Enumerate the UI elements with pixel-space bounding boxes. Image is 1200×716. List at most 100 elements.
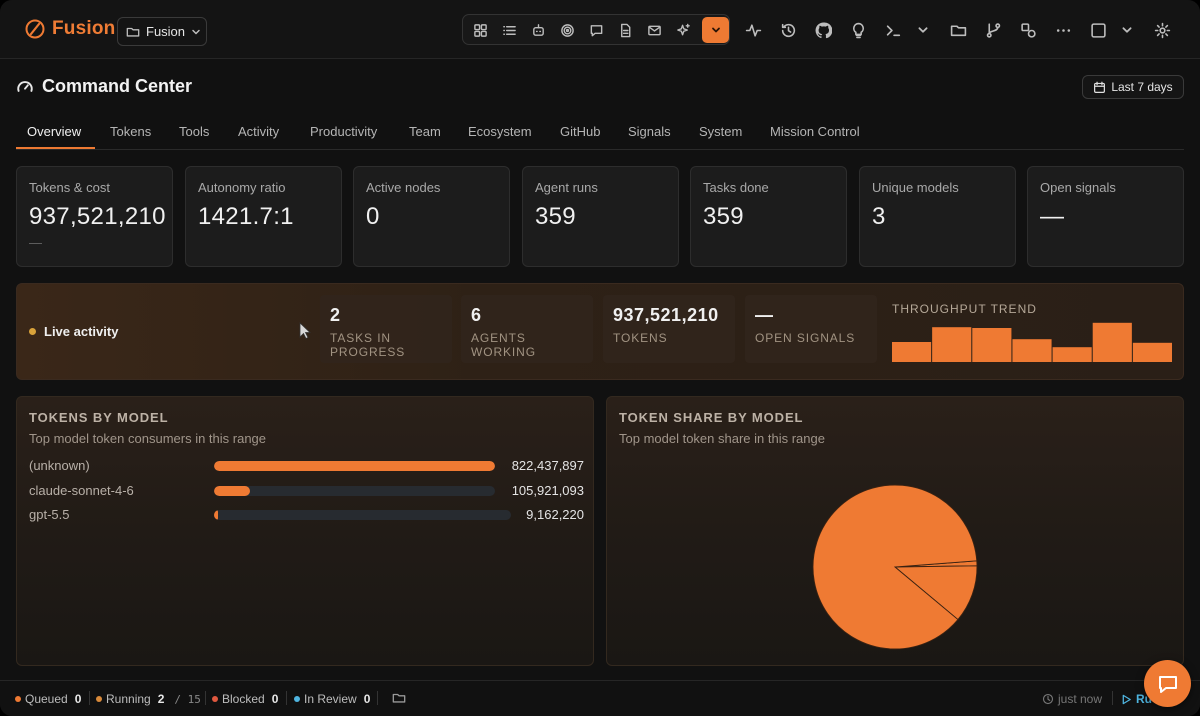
stat-value: 0 — [366, 203, 380, 230]
status-running[interactable]: Running 2 / 15 — [96, 692, 201, 706]
status-count: 0 — [74, 692, 82, 706]
live-stat-tokens: 937,521,210 Tokens — [603, 295, 735, 363]
model-bar-fill — [214, 461, 495, 471]
date-range-label: Last 7 days — [1111, 80, 1173, 94]
tab-team[interactable]: Team — [409, 124, 441, 139]
history-icon[interactable] — [778, 20, 798, 40]
tab-tokens[interactable]: Tokens — [110, 124, 152, 139]
status-in-review[interactable]: In Review 0 — [294, 692, 370, 706]
trend-bar — [932, 327, 972, 362]
status-label: Queued — [25, 692, 68, 706]
live-stat-value: 937,521,210 — [613, 305, 719, 325]
status-divider — [89, 691, 90, 705]
github-icon[interactable] — [813, 20, 833, 40]
token-share-pie-chart — [812, 484, 978, 650]
live-stat-tasks-in-progress: 2 Tasks in progress — [320, 295, 452, 363]
more-views-button[interactable] — [702, 17, 729, 43]
terminal-icon[interactable] — [883, 20, 903, 40]
live-stat-label: Tasks in progress — [330, 331, 406, 359]
tab-productivity[interactable]: Productivity — [310, 124, 378, 139]
model-token-count: 822,437,897 — [511, 458, 584, 473]
live-stat-label: Open signals — [755, 331, 856, 345]
live-activity-label: Live activity — [29, 324, 118, 339]
pie-slice — [812, 484, 978, 650]
activity-icon[interactable] — [743, 20, 763, 40]
status-count: 0 — [363, 692, 371, 706]
stat-subtext: — — [29, 235, 42, 250]
tab-signals[interactable]: Signals — [628, 124, 671, 139]
trend-bar — [892, 342, 932, 362]
bot-icon[interactable] — [528, 20, 548, 40]
target-icon[interactable] — [557, 20, 577, 40]
status-queued[interactable]: Queued 0 — [15, 692, 81, 706]
git-branch-icon[interactable] — [983, 20, 1003, 40]
more-icon[interactable] — [1053, 20, 1073, 40]
live-stat-value: 2 — [330, 305, 341, 325]
tab-github[interactable]: GitHub — [560, 124, 601, 139]
status-blocked[interactable]: Blocked 0 — [212, 692, 278, 706]
model-row: (unknown) 822,437,897 — [29, 458, 584, 474]
document-icon[interactable] — [615, 20, 635, 40]
live-stat-open-signals: — Open signals — [745, 295, 877, 363]
live-stat-label: Agents working — [471, 331, 536, 359]
status-bar: Queued 0 Running 2 / 15 Blocked 0 In Rev… — [0, 680, 1200, 716]
stat-label: Unique models — [872, 180, 959, 195]
lightbulb-icon[interactable] — [848, 20, 868, 40]
model-token-count: 105,921,093 — [511, 483, 584, 498]
list-icon[interactable] — [499, 20, 519, 40]
stat-value: 359 — [535, 203, 576, 230]
settings-icon[interactable] — [1152, 20, 1172, 40]
model-name: (unknown) — [29, 458, 90, 473]
throughput-trend-title: Throughput trend — [892, 302, 1037, 316]
dashboard-icon[interactable] — [470, 20, 490, 40]
square-icon[interactable] — [1088, 20, 1108, 40]
stat-label: Active nodes — [366, 180, 441, 195]
tab-activity[interactable]: Activity — [238, 124, 280, 139]
project-selector[interactable]: Fusion — [117, 17, 207, 46]
tab-system[interactable]: System — [699, 124, 743, 139]
chat-icon[interactable] — [586, 20, 606, 40]
fusion-logo-icon — [25, 19, 45, 39]
review-dot — [294, 696, 300, 702]
stat-card-agent-runs: Agent runs 359 — [522, 166, 679, 267]
chat-button[interactable] — [1144, 660, 1191, 707]
brand[interactable]: Fusion — [24, 18, 115, 40]
mail-icon[interactable] — [644, 20, 664, 40]
panel-title: TOKENS BY MODEL — [29, 410, 169, 425]
model-row: claude-sonnet-4-6 105,921,093 — [29, 483, 584, 499]
token-share-panel: TOKEN SHARE BY MODEL Top model token sha… — [606, 396, 1184, 666]
tab-bar: Overview Tokens Tools Activity Productiv… — [16, 114, 1184, 150]
last-updated-text: just now — [1058, 692, 1103, 706]
tab-mission-control[interactable]: Mission Control — [770, 124, 860, 139]
date-range-button[interactable]: Last 7 days — [1082, 75, 1184, 99]
panel-subtitle: Top model token share in this range — [619, 431, 825, 446]
stat-card-unique-models: Unique models 3 — [859, 166, 1016, 267]
model-bar-track — [214, 486, 495, 496]
trend-bar — [1052, 347, 1092, 362]
model-bar-track — [214, 461, 495, 471]
live-stat-value: 6 — [471, 305, 482, 325]
sparkle-icon[interactable] — [673, 20, 693, 40]
chevron-down-icon[interactable] — [1117, 20, 1137, 40]
folder-icon[interactable] — [948, 20, 968, 40]
live-activity-text: Live activity — [44, 324, 119, 339]
chevron-down-icon[interactable] — [913, 20, 933, 40]
status-divider — [205, 691, 206, 705]
stat-value: 937,521,210 — [29, 203, 166, 230]
page-header: Command Center — [16, 76, 192, 97]
stat-value: 3 — [872, 203, 886, 230]
blocked-dot — [212, 696, 218, 702]
shapes-icon[interactable] — [1018, 20, 1038, 40]
folder-icon[interactable] — [392, 691, 406, 705]
tab-tools[interactable]: Tools — [179, 124, 210, 139]
gauge-icon — [17, 80, 33, 92]
chat-icon — [1158, 675, 1177, 693]
live-indicator-dot — [29, 328, 36, 335]
stat-label: Tasks done — [703, 180, 769, 195]
throughput-trend-chart — [892, 322, 1172, 362]
trend-bar — [1012, 339, 1052, 362]
tab-ecosystem[interactable]: Ecosystem — [468, 124, 532, 139]
tab-overview[interactable]: Overview — [27, 124, 82, 139]
stat-label: Open signals — [1040, 180, 1116, 195]
